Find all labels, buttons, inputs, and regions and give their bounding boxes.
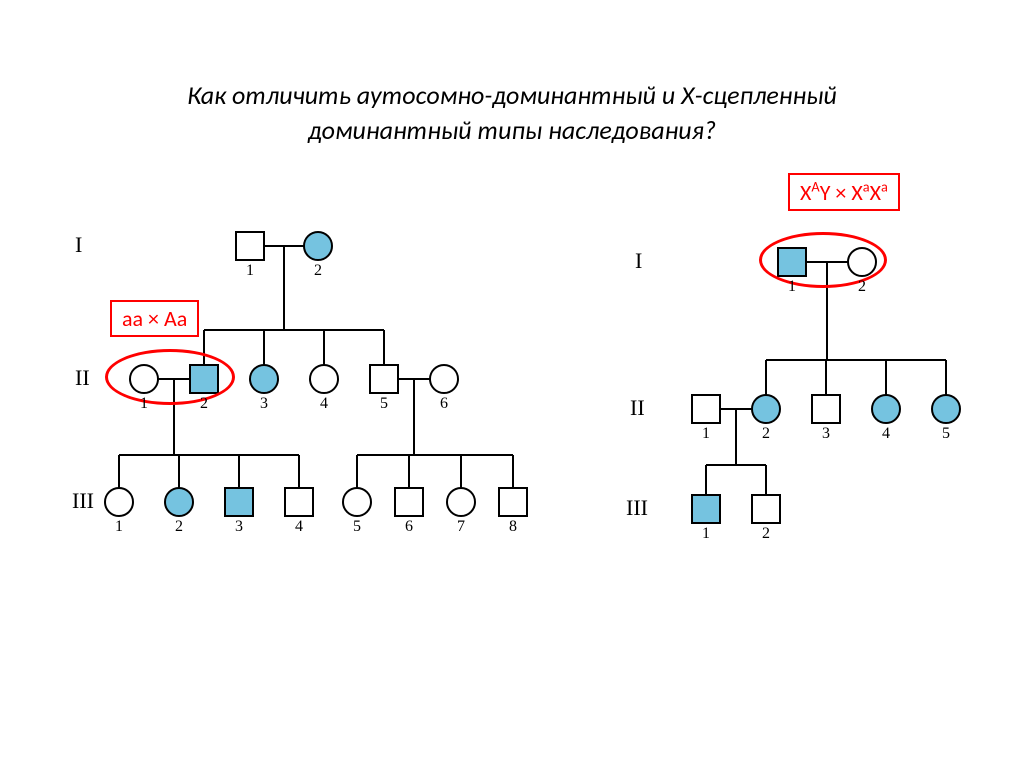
node-number: 3: [225, 518, 253, 536]
node-number: 4: [872, 425, 900, 443]
node-number: 4: [285, 518, 313, 536]
node-number: 6: [430, 395, 458, 413]
node-number: 1: [692, 425, 720, 443]
node-number: 1: [236, 262, 264, 280]
female-symbol: [752, 395, 780, 423]
generation-label: III: [626, 495, 648, 521]
node-number: 2: [165, 518, 193, 536]
node-number: 1: [778, 278, 806, 296]
genotype-right-text: ХАY × ХаХа: [800, 179, 888, 206]
node-number: 3: [812, 425, 840, 443]
female-symbol: [932, 395, 960, 423]
generation-label: I: [635, 248, 642, 274]
node-number: 1: [130, 395, 158, 413]
node-number: 2: [752, 425, 780, 443]
node-number: 8: [499, 518, 527, 536]
node-number: 5: [370, 395, 398, 413]
node-number: 5: [932, 425, 960, 443]
node-number: 1: [105, 518, 133, 536]
node-number: 2: [304, 262, 332, 280]
node-number: 3: [250, 395, 278, 413]
node-number: 5: [343, 518, 371, 536]
genotype-box-right: ХАY × ХаХа: [788, 173, 900, 211]
male-symbol: [752, 495, 780, 523]
node-number: 2: [848, 278, 876, 296]
node-number: 2: [190, 395, 218, 413]
male-symbol: [812, 395, 840, 423]
generation-label: III: [72, 488, 94, 514]
generation-label: I: [75, 232, 82, 258]
node-number: 1: [692, 525, 720, 543]
male-symbol: [692, 395, 720, 423]
female-symbol: [872, 395, 900, 423]
node-number: 7: [447, 518, 475, 536]
male-symbol: [692, 495, 720, 523]
generation-label: II: [75, 365, 90, 391]
generation-label: II: [630, 395, 645, 421]
node-number: 4: [310, 395, 338, 413]
node-number: 6: [395, 518, 423, 536]
node-number: 2: [752, 525, 780, 543]
